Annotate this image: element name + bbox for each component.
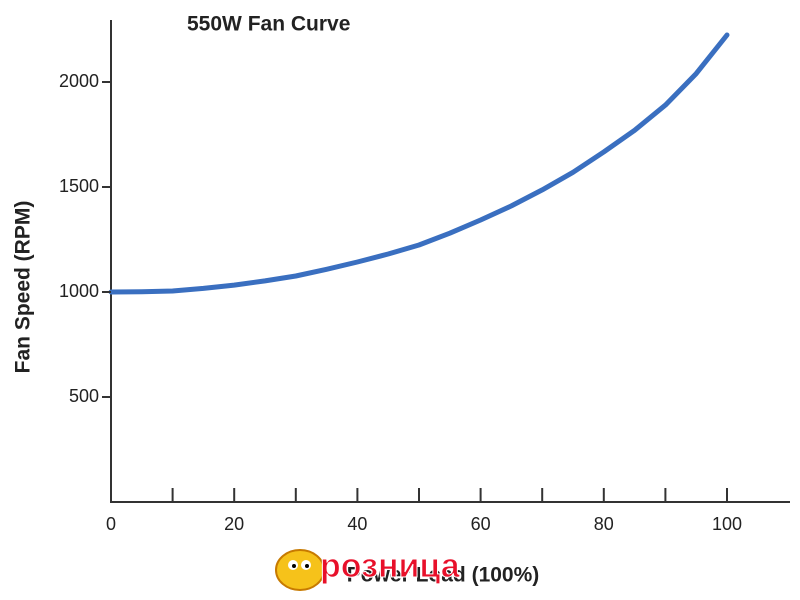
- x-tick-label: 100: [712, 514, 742, 534]
- x-tick-label: 40: [347, 514, 367, 534]
- fan-curve: [108, 32, 730, 295]
- x-axis-label: Power Load (100%): [347, 564, 540, 587]
- x-tick-label: 80: [594, 514, 614, 534]
- x-tick-label: 60: [471, 514, 491, 534]
- chart-title: 550W Fan Curve: [187, 13, 350, 36]
- x-tick-label: 0: [106, 514, 116, 534]
- x-tick-label: 20: [224, 514, 244, 534]
- y-tick-label: 2000: [59, 71, 99, 91]
- y-tick-label: 500: [69, 386, 99, 406]
- y-tick-label: 1000: [59, 281, 99, 301]
- watermark: розница: [320, 547, 461, 585]
- y-axis-label: Fan Speed (RPM): [12, 201, 35, 374]
- watermark-logo: [275, 549, 325, 591]
- y-tick-label: 1500: [59, 176, 99, 196]
